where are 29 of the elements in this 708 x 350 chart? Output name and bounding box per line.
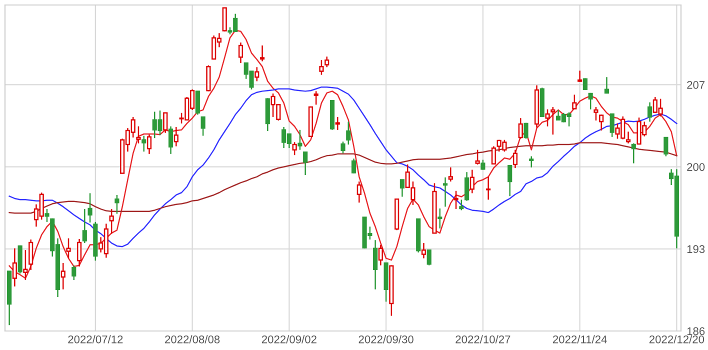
candlestick [486, 176, 491, 200]
candlestick [356, 180, 362, 204]
candlestick [470, 169, 474, 194]
candlestick [76, 238, 82, 268]
candlestick [146, 134, 152, 155]
candlestick [373, 239, 378, 290]
candlestick [260, 44, 265, 62]
y-tick-label: 193 [687, 245, 705, 254]
candlestick [647, 102, 652, 122]
x-tick-label: 2022/08/08 [165, 335, 220, 344]
y-tick-label: 186 [687, 327, 705, 336]
x-tick-label: 2022/09/30 [358, 335, 414, 344]
candlestick [534, 84, 540, 128]
candlestick [174, 126, 178, 147]
candlestick [442, 176, 448, 208]
candlestick [28, 238, 34, 271]
x-tick-label: 2022/12/20 [649, 335, 704, 344]
x-tick-label: 2022/09/02 [262, 335, 316, 344]
x-tick-label: 2022/10/27 [456, 335, 510, 344]
line-series [8, 86, 678, 248]
y-tick-label: 207 [687, 81, 705, 89]
candlestick [238, 42, 244, 64]
candlestick [421, 242, 426, 259]
x-tick-label: 2022/07/12 [68, 335, 123, 344]
candlestick [12, 248, 17, 288]
candlestick [626, 131, 631, 144]
y-tick-label: 200 [687, 163, 705, 171]
x-tick-label: 2022/11/24 [552, 335, 607, 344]
candlestick [60, 262, 66, 290]
